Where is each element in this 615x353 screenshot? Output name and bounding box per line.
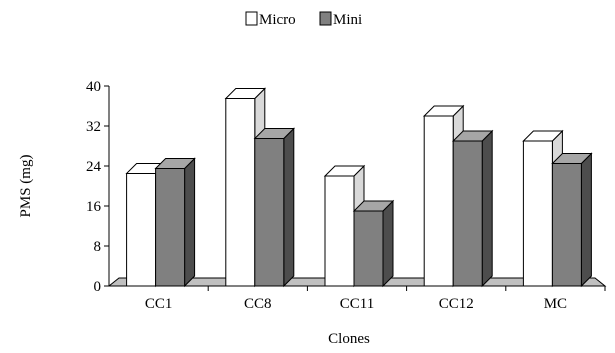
x-tick-label-cc12: CC12 bbox=[439, 296, 474, 312]
bar-front bbox=[424, 116, 453, 286]
legend-label-micro: Micro bbox=[259, 12, 296, 28]
bar-side bbox=[383, 201, 393, 286]
y-tick-label: 0 bbox=[94, 279, 102, 295]
x-ticks: CC1 CC8 CC11 CC12 MC bbox=[145, 286, 605, 312]
bar-side bbox=[581, 154, 591, 287]
legend-label-mini: Mini bbox=[333, 12, 362, 28]
bar-mini-cc11 bbox=[354, 201, 393, 286]
legend-swatch-micro bbox=[246, 12, 257, 25]
x-tick-label-cc8: CC8 bbox=[244, 296, 272, 312]
y-tick-label: 32 bbox=[86, 119, 101, 135]
bar-side bbox=[284, 129, 294, 287]
y-tick-label: 8 bbox=[94, 239, 102, 255]
bar-side bbox=[185, 159, 195, 287]
y-axis-label: PMS (mg) bbox=[18, 155, 34, 218]
bar-mini-cc12 bbox=[453, 131, 492, 286]
bar-front bbox=[127, 174, 156, 287]
bar-front bbox=[156, 169, 185, 287]
bar-mini-mc bbox=[552, 154, 591, 287]
x-tick-label-mc: MC bbox=[544, 296, 567, 312]
bar-front bbox=[523, 141, 552, 286]
y-tick-label: 40 bbox=[86, 79, 101, 95]
y-ticks: 0 8 16 24 32 40 bbox=[86, 79, 109, 295]
bar-front bbox=[325, 176, 354, 286]
bar-mini-cc8 bbox=[255, 129, 294, 287]
bar-front bbox=[226, 99, 255, 287]
legend-swatch-mini bbox=[320, 12, 331, 25]
x-tick-label-cc1: CC1 bbox=[145, 296, 173, 312]
x-axis-label: Clones bbox=[328, 331, 370, 347]
x-tick-label-cc11: CC11 bbox=[340, 296, 374, 312]
bars bbox=[127, 89, 592, 287]
bar-side bbox=[482, 131, 492, 286]
legend: Micro Mini bbox=[246, 12, 362, 28]
bar-front bbox=[354, 211, 383, 286]
bar-mini-cc1 bbox=[156, 159, 195, 287]
bar-front bbox=[255, 139, 284, 287]
y-tick-label: 16 bbox=[86, 199, 102, 215]
y-tick-label: 24 bbox=[86, 159, 102, 175]
bar-front bbox=[453, 141, 482, 286]
bar-front bbox=[552, 164, 581, 287]
